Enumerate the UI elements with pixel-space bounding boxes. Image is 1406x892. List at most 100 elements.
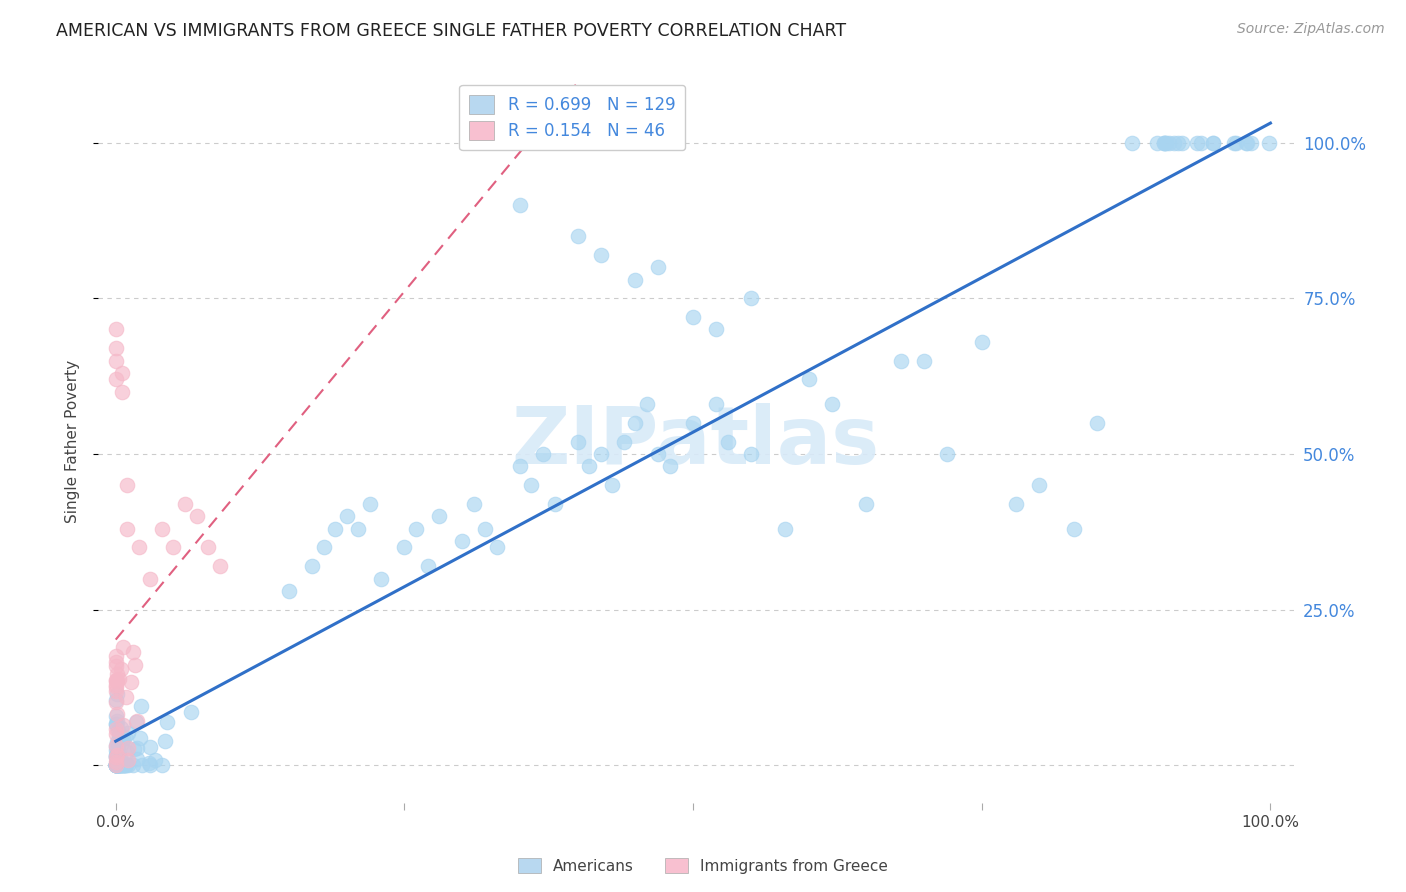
Point (105, 674, 128, 689)
Point (110, 758, 132, 772)
Point (105, 758, 128, 772)
Point (114, 690, 136, 705)
Point (110, 721, 132, 735)
Point (613, 434, 636, 449)
Point (1146, 136, 1168, 150)
Point (108, 733, 131, 747)
Point (104, 739, 127, 753)
Point (127, 741, 149, 756)
Point (112, 758, 135, 772)
Point (682, 310, 704, 324)
Point (531, 447, 554, 461)
Point (1223, 136, 1246, 150)
Point (1121, 136, 1143, 150)
Point (111, 736, 134, 750)
Point (107, 758, 129, 772)
Point (114, 730, 136, 744)
Point (105, 684, 128, 698)
Text: Source: ZipAtlas.com: Source: ZipAtlas.com (1237, 22, 1385, 37)
Point (156, 714, 179, 729)
Point (1063, 522, 1085, 536)
Point (122, 758, 145, 772)
Point (125, 715, 148, 730)
Point (104, 758, 127, 772)
Point (150, 522, 173, 536)
Point (1225, 136, 1247, 150)
Point (104, 739, 127, 753)
Point (1171, 136, 1194, 150)
Point (104, 649, 127, 664)
Point (740, 291, 762, 305)
Point (107, 723, 129, 738)
Point (107, 749, 129, 764)
Point (105, 758, 128, 772)
Point (1153, 136, 1175, 150)
Point (855, 497, 877, 511)
Point (117, 478, 139, 492)
Point (104, 341, 127, 355)
Point (124, 742, 146, 756)
Point (108, 758, 131, 772)
Point (301, 559, 323, 574)
Point (797, 372, 820, 386)
Point (138, 739, 160, 754)
Point (1187, 136, 1209, 150)
Point (359, 497, 381, 511)
Point (125, 714, 148, 728)
Point (647, 260, 669, 274)
Point (567, 229, 589, 244)
Point (1085, 416, 1108, 430)
Text: ZIPatlas: ZIPatlas (512, 402, 880, 481)
Point (110, 662, 132, 676)
Point (105, 706, 128, 721)
Point (105, 748, 128, 763)
Point (107, 758, 129, 772)
Point (112, 758, 135, 772)
Point (104, 758, 127, 772)
Point (1189, 136, 1212, 150)
Legend: R = 0.699   N = 129, R = 0.154   N = 46: R = 0.699 N = 129, R = 0.154 N = 46 (460, 85, 685, 150)
Point (659, 459, 682, 474)
Point (104, 727, 127, 741)
Point (117, 758, 139, 772)
Point (105, 667, 128, 681)
Point (104, 755, 127, 769)
Point (105, 758, 128, 772)
Point (112, 731, 135, 746)
Point (139, 572, 162, 586)
Point (110, 758, 132, 772)
Point (208, 559, 231, 574)
Point (104, 758, 127, 772)
Point (107, 738, 129, 752)
Point (427, 509, 450, 524)
Point (104, 749, 127, 764)
Point (104, 659, 127, 673)
Point (112, 718, 135, 732)
Point (180, 706, 202, 720)
Point (105, 692, 128, 706)
Point (740, 447, 762, 461)
Point (104, 758, 127, 772)
Point (1005, 497, 1028, 511)
Point (1236, 136, 1258, 150)
Point (463, 497, 485, 511)
Point (104, 353, 127, 368)
Point (105, 758, 128, 772)
Y-axis label: Single Father Poverty: Single Father Poverty (65, 360, 80, 523)
Point (509, 198, 531, 212)
Point (105, 758, 128, 772)
Point (820, 397, 842, 411)
Point (105, 758, 128, 772)
Point (150, 758, 173, 772)
Legend: Americans, Immigrants from Greece: Americans, Immigrants from Greece (512, 852, 894, 880)
Point (717, 434, 740, 449)
Point (1234, 136, 1257, 150)
Point (114, 758, 136, 772)
Point (104, 758, 127, 772)
Point (105, 758, 128, 772)
Point (104, 758, 127, 772)
Point (110, 758, 132, 772)
Point (114, 758, 136, 772)
Point (1167, 136, 1189, 150)
Point (347, 522, 370, 536)
